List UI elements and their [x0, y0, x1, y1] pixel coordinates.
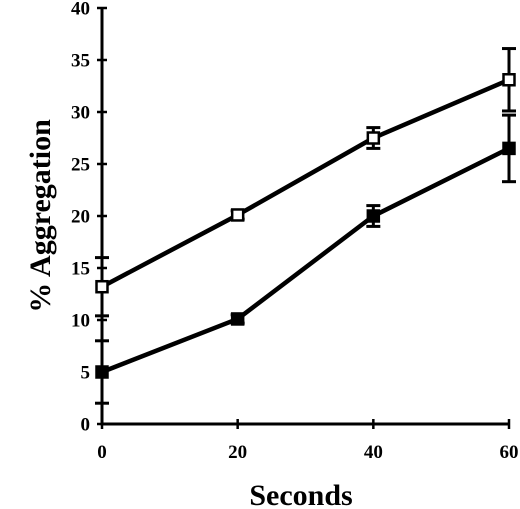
data-point [230, 312, 245, 326]
series-1 [95, 47, 516, 318]
series-layer [95, 47, 516, 405]
y-tick-label: 10 [71, 311, 90, 332]
y-tick-label: 25 [71, 155, 90, 176]
y-tick-label: 5 [81, 363, 91, 384]
data-point [366, 131, 381, 145]
x-tick-label: 0 [97, 442, 107, 463]
data-point [502, 73, 516, 87]
y-tick-label: 35 [71, 51, 90, 72]
data-point [366, 209, 381, 223]
y-axis-ticks: 0 5 10 15 20 25 30 35 40 [71, 0, 107, 436]
y-tick-label: 20 [71, 207, 90, 228]
x-tick-label: 60 [500, 442, 519, 463]
y-tick-label: 15 [71, 259, 90, 280]
axes [100, 8, 509, 426]
y-tick-label: 30 [71, 103, 90, 124]
x-tick-label: 20 [228, 442, 247, 463]
series-line [101, 146, 511, 375]
x-axis-ticks: 0 20 40 60 [97, 419, 519, 463]
series-line [100, 77, 510, 289]
data-point [95, 365, 109, 379]
series-2 [95, 113, 516, 405]
data-point [95, 279, 109, 294]
data-point [502, 141, 516, 156]
y-axis-title: % Aggregation [24, 119, 57, 313]
x-axis-title: Seconds [249, 479, 352, 509]
x-tick-label: 40 [364, 442, 383, 463]
data-point [230, 208, 245, 222]
y-tick-label: 0 [81, 415, 91, 436]
y-tick-label: 40 [71, 0, 90, 20]
